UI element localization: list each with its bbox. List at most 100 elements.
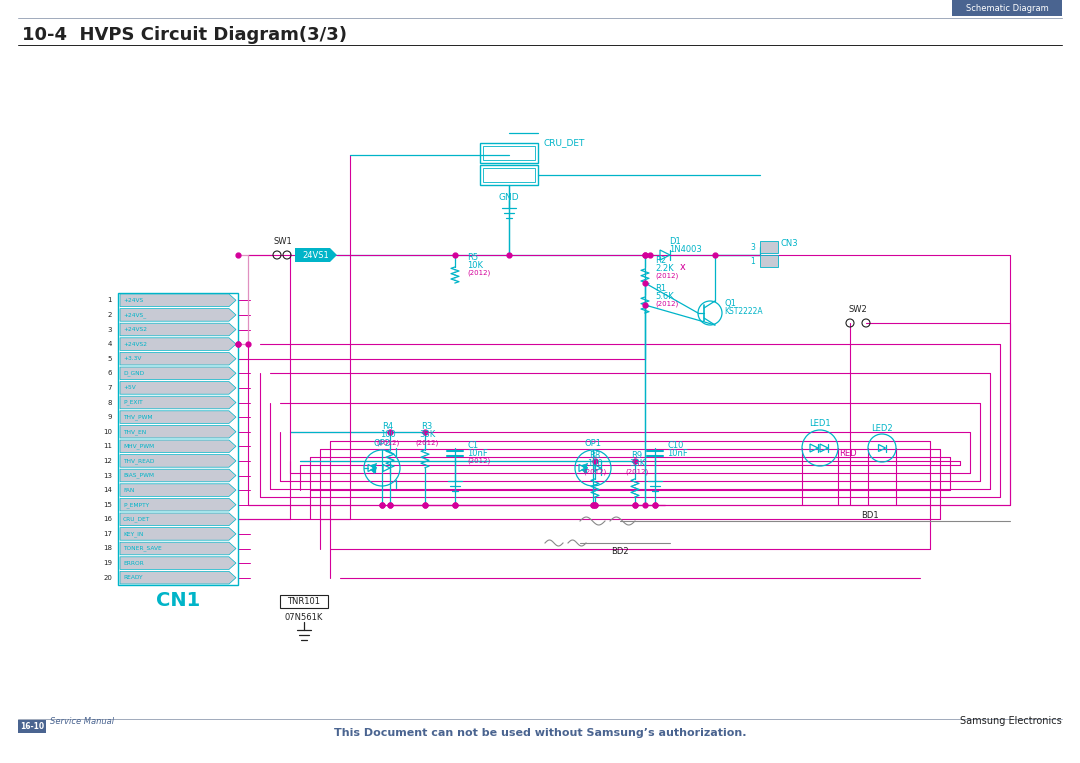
Text: 6: 6 xyxy=(108,370,112,376)
Text: 11: 11 xyxy=(103,443,112,449)
Text: R3: R3 xyxy=(421,422,433,431)
Text: 7: 7 xyxy=(108,385,112,391)
Text: (2012): (2012) xyxy=(654,301,678,307)
Polygon shape xyxy=(120,353,237,365)
Text: OP2: OP2 xyxy=(374,439,391,448)
Text: (2012): (2012) xyxy=(654,272,678,279)
Text: 10nF: 10nF xyxy=(467,449,488,458)
Polygon shape xyxy=(120,571,237,584)
Text: SW1: SW1 xyxy=(273,237,293,246)
Bar xyxy=(483,168,535,182)
Text: R9: R9 xyxy=(632,452,643,460)
Polygon shape xyxy=(120,367,237,380)
Text: R4: R4 xyxy=(382,422,393,431)
Text: (2012): (2012) xyxy=(625,468,649,475)
Bar xyxy=(760,255,778,267)
Text: x: x xyxy=(680,262,686,272)
Text: +24VS2: +24VS2 xyxy=(123,327,147,332)
Text: 16-10: 16-10 xyxy=(19,722,44,731)
Text: KEY_IN: KEY_IN xyxy=(123,531,144,536)
Text: 10nF: 10nF xyxy=(667,449,688,458)
Text: 1: 1 xyxy=(108,298,112,304)
Bar xyxy=(760,241,778,253)
Polygon shape xyxy=(120,294,237,307)
Polygon shape xyxy=(120,557,237,569)
Text: GND: GND xyxy=(499,192,519,201)
Text: 3: 3 xyxy=(751,243,755,252)
Text: +3.3V: +3.3V xyxy=(123,356,141,361)
Text: This Document can not be used without Samsung’s authorization.: This Document can not be used without Sa… xyxy=(334,728,746,738)
Text: READY: READY xyxy=(123,575,143,580)
Text: THV_EN: THV_EN xyxy=(123,429,146,435)
Bar xyxy=(18,720,46,733)
Text: 2.2K: 2.2K xyxy=(654,263,674,272)
Text: 19: 19 xyxy=(103,560,112,566)
Text: +5V: +5V xyxy=(123,385,136,391)
Text: 10K: 10K xyxy=(467,260,483,269)
Text: KST2222A: KST2222A xyxy=(724,307,762,315)
Polygon shape xyxy=(120,440,237,452)
Polygon shape xyxy=(120,455,237,467)
Polygon shape xyxy=(120,498,237,511)
Text: (2012): (2012) xyxy=(583,468,607,475)
Text: 07N561K: 07N561K xyxy=(285,613,323,622)
Text: BIAS_PWM: BIAS_PWM xyxy=(123,472,154,478)
Text: Service Manual: Service Manual xyxy=(50,716,114,726)
Text: Samsung Electronics: Samsung Electronics xyxy=(960,716,1062,726)
Text: Schematic Diagram: Schematic Diagram xyxy=(966,4,1049,12)
Text: 1N4003: 1N4003 xyxy=(669,244,702,253)
Text: 1: 1 xyxy=(751,256,755,266)
Text: OP1: OP1 xyxy=(584,439,602,448)
Text: R5: R5 xyxy=(467,253,478,262)
Bar xyxy=(480,143,538,163)
Text: 14: 14 xyxy=(103,487,112,493)
Bar xyxy=(483,146,535,160)
Polygon shape xyxy=(120,396,237,409)
Text: 13: 13 xyxy=(103,472,112,478)
Text: RED: RED xyxy=(839,449,856,458)
Polygon shape xyxy=(120,513,237,526)
Text: R8: R8 xyxy=(590,452,600,460)
Text: THV_PWM: THV_PWM xyxy=(123,414,152,420)
Text: 16: 16 xyxy=(103,517,112,523)
Polygon shape xyxy=(120,484,237,497)
Text: 4: 4 xyxy=(108,341,112,347)
Text: 2: 2 xyxy=(108,312,112,318)
Text: 5: 5 xyxy=(108,356,112,362)
Text: 100: 100 xyxy=(380,430,396,439)
Text: 17: 17 xyxy=(103,531,112,537)
Text: FAN: FAN xyxy=(123,488,134,493)
Text: (2012): (2012) xyxy=(376,439,400,446)
Text: CRU_DET: CRU_DET xyxy=(123,517,150,522)
Text: +24VS: +24VS xyxy=(176,600,180,601)
Polygon shape xyxy=(120,410,237,423)
Text: TONER_SAVE: TONER_SAVE xyxy=(123,546,162,552)
Text: CN3: CN3 xyxy=(780,239,798,247)
Bar xyxy=(951,0,1062,16)
Text: C1: C1 xyxy=(467,440,478,449)
Text: BD1: BD1 xyxy=(861,510,879,520)
Text: BD2: BD2 xyxy=(611,546,629,555)
Text: SW2: SW2 xyxy=(849,304,867,314)
Text: +24VS2: +24VS2 xyxy=(123,342,147,346)
Text: THV_READ: THV_READ xyxy=(123,458,154,464)
Text: LED1: LED1 xyxy=(809,418,831,427)
Bar xyxy=(280,595,328,608)
Polygon shape xyxy=(120,469,237,481)
Text: D_GND: D_GND xyxy=(123,371,144,376)
Text: 9: 9 xyxy=(108,414,112,420)
Text: 5.6K: 5.6K xyxy=(654,291,674,301)
Text: R2: R2 xyxy=(654,256,666,265)
Bar xyxy=(118,293,238,585)
Text: 10: 10 xyxy=(103,429,112,435)
Text: D1: D1 xyxy=(669,237,680,246)
Polygon shape xyxy=(295,248,337,262)
Text: LED2: LED2 xyxy=(872,423,893,433)
Text: R1: R1 xyxy=(654,284,666,292)
Text: P_EXIT: P_EXIT xyxy=(123,400,143,405)
Text: MHV_PWM: MHV_PWM xyxy=(123,443,154,449)
Text: 12: 12 xyxy=(103,458,112,464)
Polygon shape xyxy=(120,527,237,540)
Polygon shape xyxy=(120,324,237,336)
Text: 24VS1: 24VS1 xyxy=(302,250,329,259)
